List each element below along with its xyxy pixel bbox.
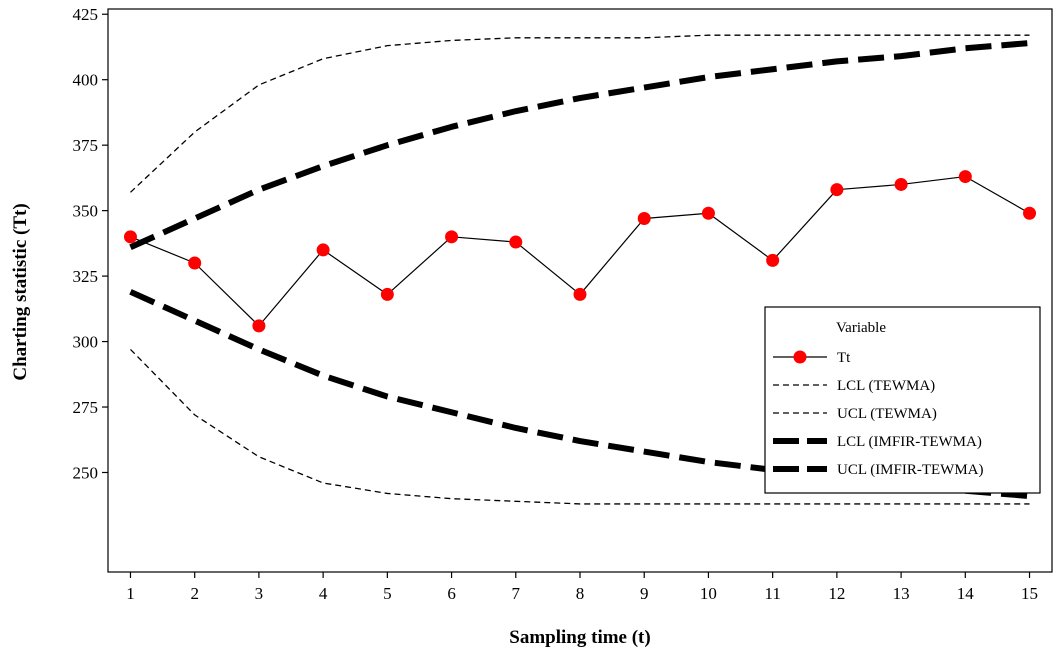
data-point-marker: [701, 206, 715, 220]
series-line-0: [130, 175, 1030, 327]
legend-label-4: UCL (IMFIR-TEWMA): [837, 462, 984, 478]
x-axis-title: Sampling time (t): [509, 627, 650, 648]
x-tick-label: 4: [319, 584, 328, 603]
data-point-marker: [1023, 206, 1037, 220]
x-tick-label: 1: [126, 584, 135, 603]
x-tick-label: 10: [700, 584, 717, 603]
x-tick-label: 12: [828, 584, 845, 603]
x-tick-label: 5: [383, 584, 392, 603]
data-point-marker: [958, 170, 972, 184]
legend-label-1: LCL (TEWMA): [837, 378, 935, 394]
legend-label-3: LCL (IMFIR-TEWMA): [837, 434, 982, 450]
plot-lines: [123, 34, 1037, 505]
data-point-marker: [252, 319, 266, 333]
data-point-marker: [830, 183, 844, 197]
y-tick-label: 250: [73, 463, 99, 482]
x-tick-label: 8: [576, 584, 585, 603]
x-tick-label: 11: [764, 584, 780, 603]
x-tick-label: 13: [893, 584, 910, 603]
data-point-marker: [894, 177, 908, 191]
x-tick-label: 9: [640, 584, 649, 603]
legend-label-0: Tt: [837, 350, 851, 366]
y-axis-title: Charting statistic (Tt): [10, 203, 31, 380]
legend-marker: [793, 350, 807, 364]
x-axis-ticks: 1 2 3 4 5 6 7 8 9 10 11 12 13 14 15: [126, 572, 1038, 603]
x-tick-label: 3: [255, 584, 264, 603]
y-tick-label: 275: [73, 398, 99, 417]
x-tick-label: 7: [512, 584, 521, 603]
x-tick-label: 6: [447, 584, 456, 603]
legend-label-2: UCL (TEWMA): [837, 406, 937, 422]
y-tick-label: 425: [73, 5, 99, 24]
y-tick-label: 300: [73, 333, 99, 352]
legend-items: Tt LCL (TEWMA) UCL (TEWMA) LCL (IMFIR-TEWMA…: [773, 350, 984, 478]
y-tick-label: 350: [73, 202, 99, 221]
data-point-marker: [637, 211, 651, 225]
y-tick-label: 375: [73, 136, 99, 155]
data-point-marker: [316, 243, 330, 257]
legend-title: Variable: [836, 320, 886, 336]
legend: Variable Tt LCL (TEWMA) UCL (TEWMA) LCL (IM…: [764, 306, 1041, 494]
data-point-marker: [380, 287, 394, 301]
data-point-marker: [445, 230, 459, 244]
y-tick-label: 325: [73, 267, 99, 286]
series-line-4: [129, 40, 1030, 251]
data-point-marker: [573, 287, 587, 301]
x-tick-label: 14: [957, 584, 975, 603]
data-point-marker: [509, 235, 523, 249]
data-point-marker: [123, 230, 137, 244]
series-line-1: [130, 348, 1030, 505]
x-tick-label: 15: [1021, 584, 1038, 603]
y-axis-ticks: 250 275 300 325 350 375 400 425: [73, 5, 108, 482]
series-line-2: [130, 34, 1030, 193]
y-tick-label: 400: [73, 71, 99, 90]
data-point-marker: [766, 253, 780, 267]
legend-box: [764, 306, 1041, 494]
x-tick-label: 2: [190, 584, 199, 603]
data-point-marker: [188, 256, 202, 270]
